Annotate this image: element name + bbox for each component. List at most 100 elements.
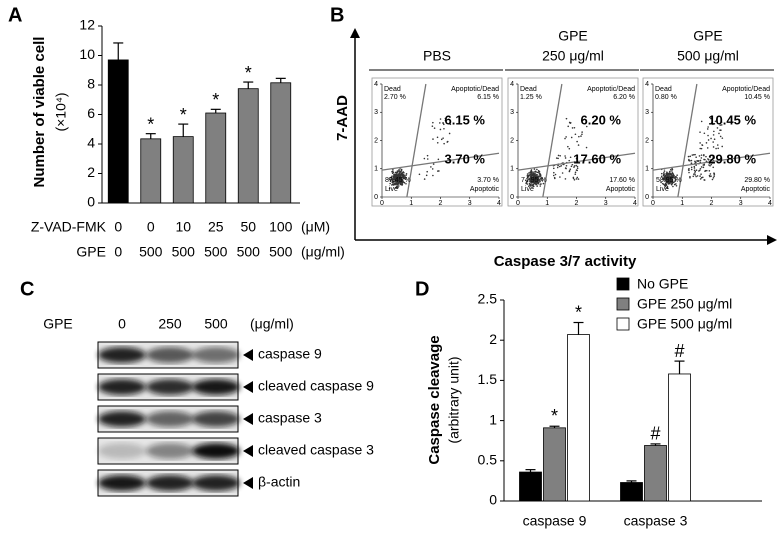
- event-dot: [702, 176, 704, 179]
- event-dot: [699, 167, 702, 170]
- event-dot: [666, 172, 669, 175]
- event-dot: [675, 184, 678, 187]
- event-dot: [707, 126, 709, 128]
- event-dot: [396, 187, 399, 189]
- blot-border: [97, 373, 239, 401]
- event-dot: [663, 176, 666, 178]
- y-tick-label: 10: [79, 46, 95, 62]
- event-dot: [573, 178, 576, 181]
- event-dot: [537, 175, 539, 178]
- blot-band: [192, 475, 240, 491]
- significance-mark: #: [674, 341, 684, 361]
- y-tick-label: 2: [645, 137, 649, 144]
- event-dot: [443, 142, 445, 145]
- row-value: 25: [208, 219, 224, 235]
- event-dot: [699, 178, 702, 180]
- event-dot: [690, 166, 693, 169]
- event-dot: [694, 172, 696, 174]
- event-dot: [692, 175, 695, 178]
- event-dot: [669, 168, 672, 171]
- event-dot: [393, 183, 396, 186]
- quadrant-text: 6.15 %: [477, 94, 499, 101]
- bar: [107, 59, 129, 204]
- x-tick-label: 2: [439, 200, 443, 207]
- column-header: 250 μg/ml: [542, 48, 604, 64]
- event-dot: [564, 157, 567, 159]
- event-dot: [575, 157, 578, 160]
- event-dot: [400, 172, 402, 174]
- event-dot: [663, 171, 665, 174]
- event-dot: [703, 163, 706, 166]
- event-dot: [443, 123, 445, 126]
- event-dot: [702, 166, 705, 169]
- event-dot: [585, 125, 588, 128]
- event-dot: [405, 174, 407, 177]
- event-dot: [660, 175, 663, 178]
- panel-label: C: [20, 278, 34, 300]
- blot-band: [146, 411, 194, 427]
- event-dot: [695, 156, 697, 159]
- event-dot: [660, 172, 663, 175]
- event-dot: [530, 176, 532, 178]
- event-dot: [437, 170, 439, 172]
- y-tick-label: 2.5: [478, 291, 498, 307]
- event-dot: [391, 178, 393, 180]
- event-dot: [707, 139, 710, 141]
- y-tick-label: 1: [510, 166, 514, 173]
- event-dot: [713, 172, 715, 174]
- event-dot: [403, 171, 405, 174]
- significance-mark: #: [650, 424, 660, 444]
- event-dot: [574, 173, 577, 175]
- y-tick-label: 2: [489, 331, 497, 347]
- event-dot: [388, 187, 391, 190]
- event-dot: [670, 183, 673, 186]
- event-dot: [717, 147, 719, 150]
- quadrant-text: 1.25 %: [520, 94, 542, 101]
- bar: [644, 445, 667, 502]
- event-dot: [705, 142, 708, 144]
- event-dot: [448, 132, 451, 135]
- event-dot: [667, 182, 669, 184]
- y-tick-label: 8: [87, 76, 95, 92]
- event-dot: [710, 137, 712, 140]
- y-tick-label: 0: [645, 194, 649, 201]
- event-dot: [696, 175, 699, 177]
- event-dot: [712, 166, 715, 169]
- event-dot: [446, 141, 449, 143]
- event-dot: [667, 173, 669, 176]
- y-tick-label: 4: [645, 81, 649, 88]
- event-dot: [444, 117, 447, 120]
- x-tick-label: 3: [739, 200, 743, 207]
- event-dot: [669, 177, 671, 180]
- event-dot: [568, 147, 571, 150]
- quadrant-text: 17.60 %: [609, 177, 635, 184]
- column-header: PBS: [423, 48, 451, 64]
- event-dot: [564, 155, 566, 157]
- quadrant-text: 58.95 %: [656, 177, 682, 184]
- blot-border: [97, 437, 239, 465]
- event-dot: [533, 178, 536, 181]
- event-dot: [439, 122, 441, 124]
- y-axis-label: Number of viable cell: [31, 37, 48, 188]
- blot-band: [192, 411, 240, 427]
- event-dot: [425, 174, 428, 177]
- event-dot: [399, 168, 401, 170]
- bar: [270, 82, 292, 204]
- quadrant-text: 87.45 %: [385, 177, 411, 184]
- event-dot: [694, 174, 697, 176]
- event-dot: [707, 134, 709, 137]
- event-dot: [540, 183, 542, 185]
- row-value: 50: [240, 219, 256, 235]
- quadrant-text: 17.60 %: [573, 151, 621, 166]
- event-dot: [570, 165, 573, 168]
- event-dot: [567, 145, 569, 148]
- event-dot: [565, 164, 568, 167]
- event-dot: [530, 181, 533, 184]
- event-dot: [535, 178, 538, 181]
- event-dot: [571, 163, 574, 166]
- event-dot: [400, 180, 403, 183]
- event-dot: [532, 181, 534, 184]
- event-dot: [432, 121, 434, 124]
- row-value: 500: [204, 244, 228, 260]
- event-dot: [577, 178, 580, 180]
